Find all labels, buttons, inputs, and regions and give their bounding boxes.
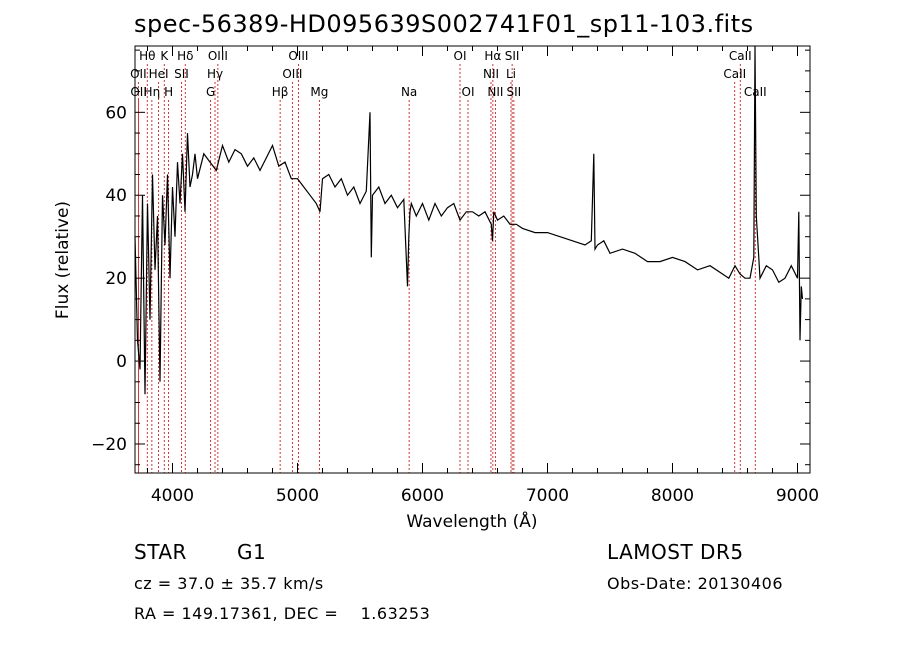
line-label: CaII — [729, 49, 752, 63]
line-label: OIII — [282, 67, 302, 81]
line-label: K — [160, 49, 169, 63]
x-tick-label: 9000 — [776, 486, 819, 506]
line-label: SII — [507, 85, 522, 99]
x-tick-label: 8000 — [651, 486, 694, 506]
plot-frame — [134, 45, 811, 474]
line-label: H — [164, 85, 173, 99]
line-label: OIII — [208, 49, 228, 63]
x-tick-label: 4000 — [151, 486, 194, 506]
chart-title: spec-56389-HD095639S002741F01_sp11-103.f… — [134, 10, 754, 38]
line-label: Hθ — [139, 49, 155, 63]
y-tick-label: 60 — [105, 103, 127, 123]
line-label: SII — [505, 49, 520, 63]
line-label: NII — [487, 85, 503, 99]
y-tick-label: 40 — [105, 186, 127, 206]
emission-line-labels: Hθ K Hδ OIII OIII OI Hα SII CaII OII HeI SII Hγ OIII N… — [130, 49, 767, 99]
line-label: Hγ — [207, 67, 223, 81]
line-label: Na — [401, 85, 417, 99]
line-label: OI — [454, 49, 467, 63]
y-tick-label: −20 — [91, 435, 127, 455]
spectrum-line — [134, 45, 804, 395]
line-label: Hβ — [272, 85, 289, 99]
axis-ticks: 4000 5000 6000 7000 8000 9000 −20 0 20 40 60 — [91, 46, 819, 506]
line-label: OII — [130, 67, 147, 81]
line-label: CaII — [723, 67, 746, 81]
line-label: Li — [506, 67, 516, 81]
line-label: SII — [174, 67, 189, 81]
line-label: OII — [130, 85, 147, 99]
y-tick-label: 20 — [105, 269, 127, 289]
survey-name: LAMOST DR5 — [607, 540, 744, 564]
y-tick-label: 0 — [116, 352, 127, 372]
coordinates: RA = 149.17361, DEC = 1.63253 — [134, 604, 431, 623]
x-tick-label: 5000 — [276, 486, 319, 506]
line-label: HeI — [149, 67, 169, 81]
line-label: G — [206, 85, 215, 99]
observation-date: Obs-Date: 20130406 — [607, 574, 784, 593]
line-label: CaII — [744, 85, 767, 99]
line-label: NII — [483, 67, 499, 81]
line-label: Hα — [484, 49, 501, 63]
x-tick-label: 6000 — [401, 486, 444, 506]
line-label: Mg — [310, 85, 328, 99]
line-label: Hη — [144, 85, 161, 99]
line-label: OI — [462, 85, 475, 99]
object-class: STAR — [134, 540, 187, 564]
x-tick-label: 7000 — [526, 486, 569, 506]
redshift-value: cz = 37.0 ± 35.7 km/s — [134, 574, 324, 593]
line-label: Hδ — [177, 49, 193, 63]
line-label: OIII — [288, 49, 308, 63]
x-axis-label: Wavelength (Å) — [406, 510, 537, 532]
object-subclass: G1 — [237, 540, 267, 564]
emission-line-markers — [137, 64, 756, 473]
y-axis-label: Flux (relative) — [53, 201, 73, 319]
